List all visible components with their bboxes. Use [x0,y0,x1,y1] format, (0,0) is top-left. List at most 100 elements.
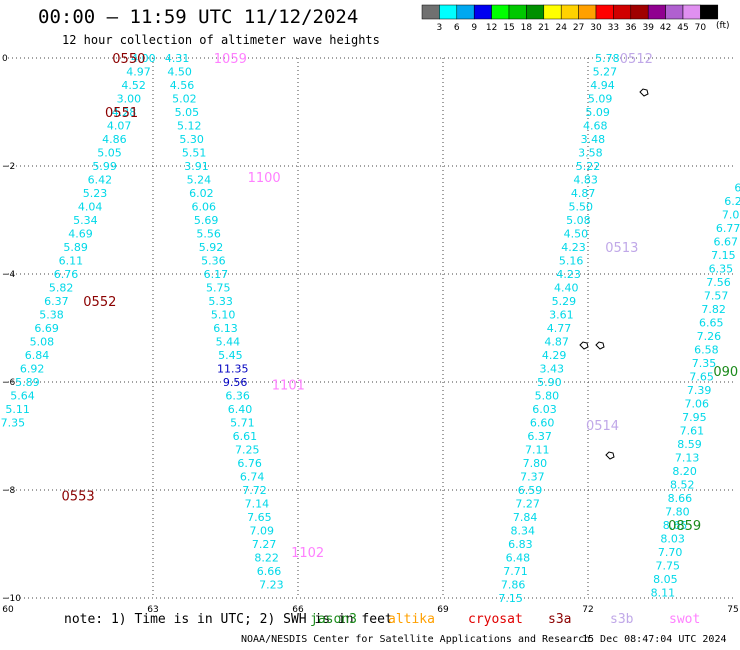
wave-height-point: 6.60 [530,417,555,430]
wave-height-point: 8.20 [672,465,697,478]
colorbar-swatch [700,4,719,20]
pass-time-label: 0859 [668,519,701,534]
colorbar-swatch [421,4,440,20]
wave-height-point: 5.02 [172,93,197,106]
colorbar-label: 36 [625,23,637,33]
wave-height-point: 9.56 [223,376,248,389]
wave-height-point: 6 [734,182,740,195]
colorbar-swatch [439,4,458,20]
wave-height-point: 7.11 [525,444,550,457]
colorbar-label: 42 [660,23,671,33]
wave-height-point: 5.45 [218,349,243,362]
x-tick-label: 63 [147,605,158,615]
x-tick-label: 75 [727,605,738,615]
island-outline [595,341,605,350]
colorbar-swatch [526,4,545,20]
wave-height-point: 4.86 [102,133,127,146]
wave-height-point: 6.36 [225,390,250,403]
wave-height-point: 4.94 [590,79,615,92]
wave-height-point: 6.13 [213,322,238,335]
wave-height-point: 4.28 [112,106,137,119]
island-outline [605,451,615,460]
pass-time-label: 0552 [83,295,116,310]
wave-height-point: 6.76 [237,457,262,470]
wave-height-point: 5.27 [593,66,618,79]
wave-height-point: 7.35 [1,417,26,430]
wave-height-point: 8.05 [653,573,678,586]
wave-height-point: 7.09 [250,525,275,538]
chart-subtitle: 12 hour collection of altimeter wave hei… [62,33,380,47]
pass-time-label: 0513 [605,241,638,256]
colorbar-label: 6 [454,23,460,33]
island-outline [579,341,589,350]
wave-height-point: 5.38 [39,309,64,322]
wave-height-point: 4.56 [170,79,195,92]
wave-height-point: 5.90 [537,376,562,389]
wave-height-point: 5.92 [199,241,224,254]
wave-height-point: 6.17 [204,268,229,281]
island-outline [639,88,649,97]
pass-time-label: 1102 [291,546,324,561]
footer-credit: NOAA/NESDIS Center for Satellite Applica… [241,634,591,645]
x-tick-label: 66 [292,605,304,615]
wave-height-point: 7.15 [711,249,736,262]
wave-height-point: 7.61 [680,425,705,438]
pass-time-label: 1101 [272,379,305,394]
wave-height-point: 5.34 [73,214,98,227]
wave-height-point: 4.40 [554,282,579,295]
wave-height-point: 7.95 [682,411,707,424]
colorbar-label: 18 [521,23,533,33]
colorbar-swatch [613,4,632,20]
wave-height-point: 3.91 [184,160,209,173]
colorbar-label: 24 [555,23,567,33]
legend-sat-jason3: jason3 [310,612,357,627]
wave-height-point: 5.69 [194,214,219,227]
wave-height-point: 4.69 [68,228,93,241]
pass-time-label: 1059 [214,52,247,67]
wave-height-point: 7.14 [245,498,270,511]
wave-height-point: 5.71 [230,417,255,430]
wave-height-point: 7.71 [503,565,528,578]
wave-height-point: 5.16 [559,255,584,268]
wave-height-point: 5.23 [83,187,108,200]
wave-height-point: 7.23 [259,579,284,592]
wave-height-point: 5.22 [576,160,601,173]
wave-height-point: 7.15 [498,592,523,605]
colorbar-units: (ft) [716,21,730,31]
wave-height-point: 6.2 [724,195,740,208]
wave-height-point: 6.03 [532,403,557,416]
wave-height-point: 6.69 [34,322,59,335]
wave-height-point: 7.0 [722,209,740,222]
wave-height-point: 6.37 [44,295,69,308]
wave-height-point: 8.11 [651,587,676,600]
x-tick-label: 72 [582,605,593,615]
wave-height-point: 4.68 [583,120,608,133]
wave-height-point: 5.33 [208,295,233,308]
wave-height-point: 5.51 [182,147,207,160]
wave-height-point: 5.09 [588,93,613,106]
wave-height-point: 4.97 [126,66,151,79]
wave-height-point: 7.06 [685,398,710,411]
wave-height-point: 6.92 [20,363,45,376]
wave-height-point: 3.00 [117,93,142,106]
legend-sat-altika: altika [388,612,435,627]
wave-height-point: 5.99 [92,160,117,173]
wave-height-point: 6.48 [506,552,531,565]
wave-height-point: 4.83 [573,174,598,187]
wave-height-point: 7.13 [675,452,700,465]
wave-height-point: 6.35 [709,263,734,276]
colorbar-label: 30 [590,23,602,33]
wave-height-point: 5.08 [30,336,55,349]
footer-note: note: 1) Time is in UTC; 2) SWH is in fe… [64,612,393,627]
wave-height-point: 7.65 [689,371,714,384]
wave-height-point: 5.09 [585,106,610,119]
wave-height-point: 7.39 [687,384,712,397]
wave-height-point: 5.10 [211,309,236,322]
wave-height-point: 6.11 [59,255,84,268]
wave-height-point: 7.70 [658,546,683,559]
wave-height-point: 4.29 [542,349,567,362]
wave-height-point: 3.43 [540,363,565,376]
wave-height-point: 5.75 [206,282,231,295]
pass-time-label: 1100 [248,171,281,186]
